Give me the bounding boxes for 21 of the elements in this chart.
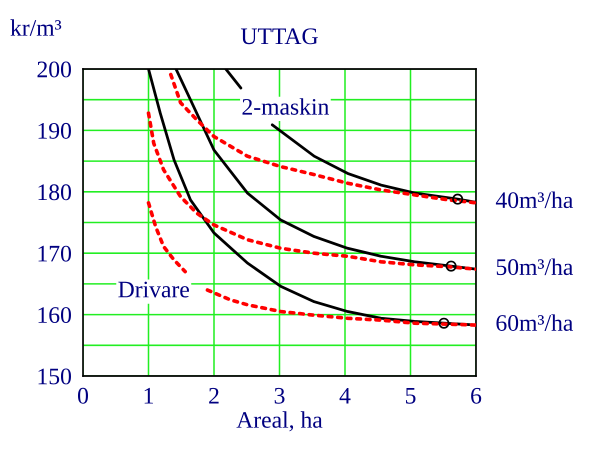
x-tick-label: 4 <box>340 388 351 404</box>
y-tick-label: 160 <box>38 307 71 324</box>
annotation: Drivare <box>118 282 189 298</box>
text: 60m³/ha <box>496 314 574 331</box>
y-tick-label: 150 <box>38 368 71 384</box>
x-tick-label: 0 <box>78 388 88 404</box>
text: 40m³/ha <box>496 192 574 208</box>
y-tick-label: 170 <box>38 246 71 262</box>
x-tick-label: 5 <box>406 388 416 404</box>
x-tick-label: 3 <box>274 388 284 404</box>
x-axis-title: Areal, ha <box>236 411 322 432</box>
x-tick-label: 6 <box>471 388 482 404</box>
x-tick-label: 1 <box>144 388 153 404</box>
x-tick-label: 2 <box>209 388 219 404</box>
annotation: 2-maskin <box>242 98 329 115</box>
y-tick-label: 180 <box>38 184 71 200</box>
y-tick-label: 190 <box>38 122 71 139</box>
y-axis-title: kr/m³ <box>10 19 62 36</box>
y-tick-label: 200 <box>38 61 71 78</box>
chart-title: UTTAG <box>240 28 318 44</box>
text: 50m³/ha <box>496 258 574 276</box>
